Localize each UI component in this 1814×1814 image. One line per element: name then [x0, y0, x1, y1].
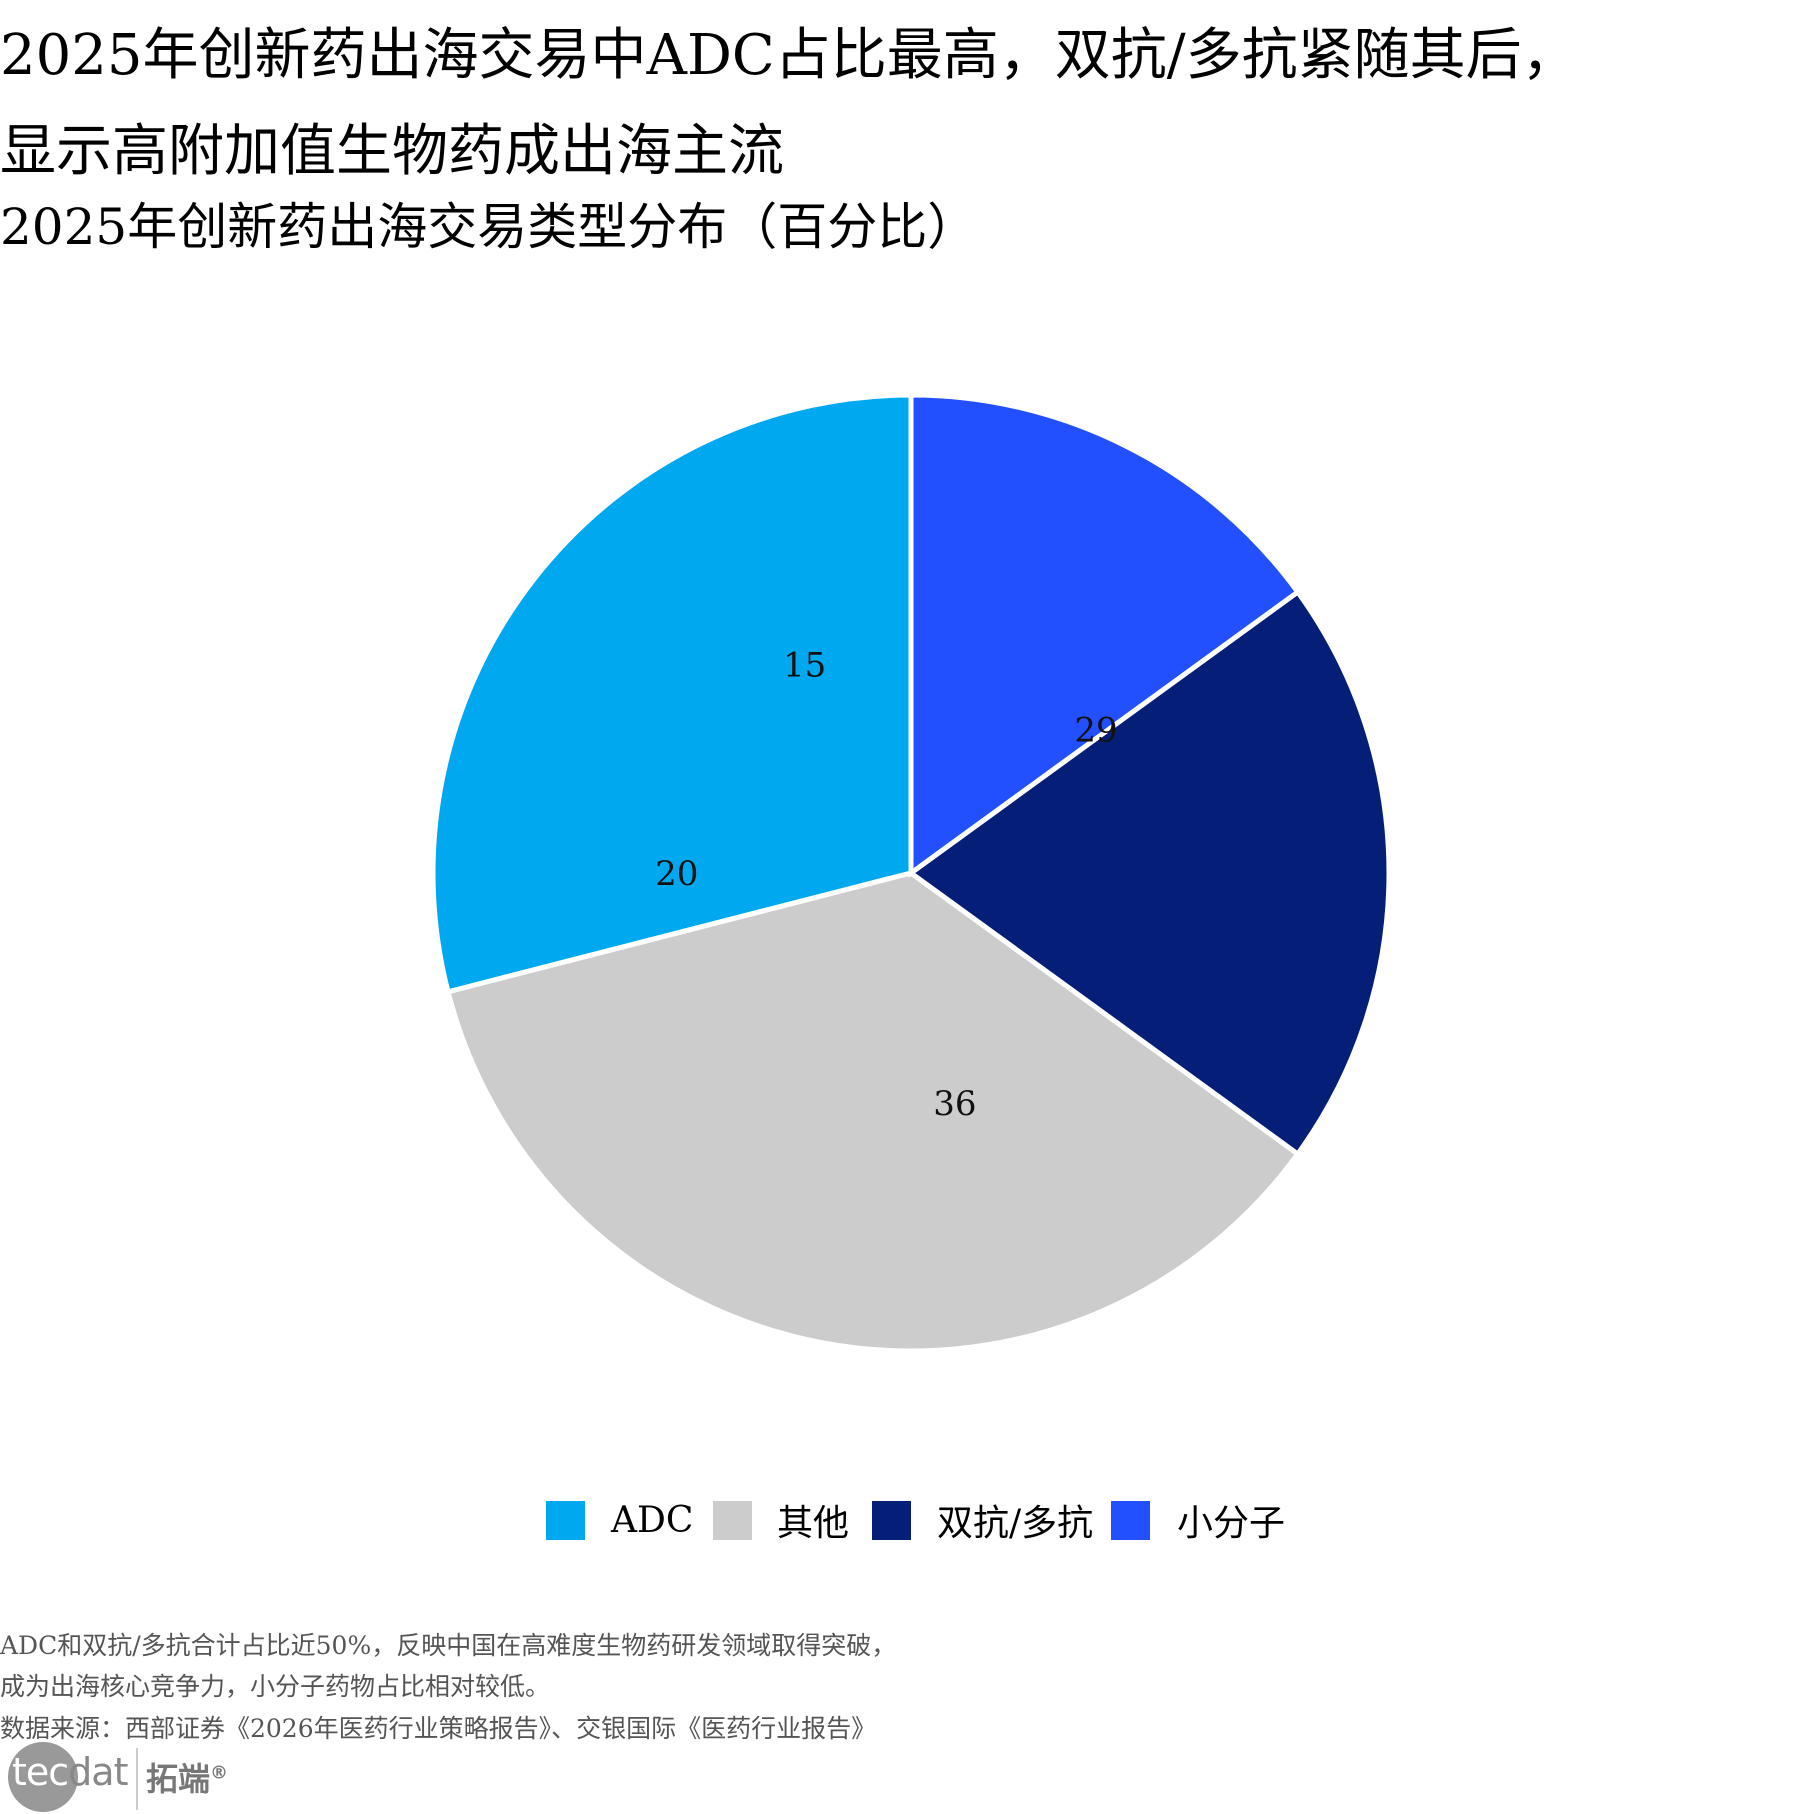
legend-swatch: [1111, 1500, 1150, 1540]
data-source: 数据来源：西部证券《2026年医药行业策略报告》、交银国际《医药行业报告》: [0, 1714, 877, 1743]
footnote-line-2: 成为出海核心竞争力，小分子药物占比相对较低。: [0, 1672, 551, 1701]
legend-swatch: [713, 1500, 752, 1540]
legend-item-other[interactable]: 其他: [713, 1498, 849, 1544]
slice-adc[interactable]: [430, 392, 914, 995]
legend-label: ADC: [611, 1499, 694, 1541]
tecdat-logo: tecdat 拓端®: [4, 1740, 264, 1812]
legend-item-adc[interactable]: ADC: [546, 1498, 693, 1542]
slice-other[interactable]: [444, 870, 1302, 1354]
data-label: 15: [783, 645, 826, 685]
chart-subtitle: 2025年创新药出海交易类型分布（百分比）: [0, 198, 978, 256]
chart-title: 2025年创新药出海交易中ADC占比最高，双抗/多抗紧随其后， 显示高附加值生物…: [0, 8, 1578, 200]
logo-wordmark: tecdat: [12, 1750, 128, 1794]
logo-circle: [8, 1742, 78, 1812]
legend-label: 小分子: [1177, 1503, 1286, 1544]
logo-chinese: 拓端®: [146, 1760, 229, 1798]
data-label: 20: [655, 854, 698, 894]
legend-swatch: [872, 1500, 911, 1540]
slice-bispecific[interactable]: [906, 588, 1392, 1158]
legend-label: 其他: [777, 1503, 850, 1544]
legend-swatch: [546, 1500, 585, 1540]
legend-item-bispecific[interactable]: 双抗/多抗: [872, 1498, 1093, 1544]
legend-item-small-molecule[interactable]: 小分子: [1111, 1498, 1285, 1544]
data-label: 36: [933, 1084, 976, 1124]
legend: ADC 其他 双抗/多抗 小分子: [0, 1498, 1814, 1544]
legend-label: 双抗/多抗: [937, 1503, 1094, 1544]
logo-divider: [136, 1748, 138, 1810]
data-label: 29: [1074, 710, 1117, 750]
title-line-1: 2025年创新药出海交易中ADC占比最高，双抗/多抗紧随其后，: [0, 23, 1578, 88]
title-line-2: 显示高附加值生物药成出海主流: [0, 119, 784, 184]
slice-small-molecule[interactable]: [908, 392, 1302, 878]
footnote-line-1: ADC和双抗/多抗合计占比近50%，反映中国在高难度生物药研发领域取得突破，: [0, 1631, 897, 1660]
